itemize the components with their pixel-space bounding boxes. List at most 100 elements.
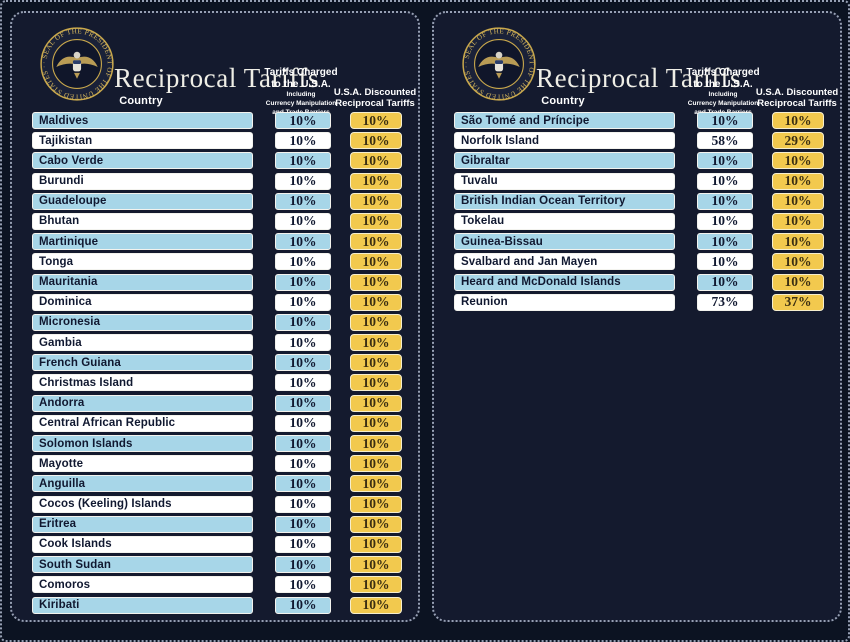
tariff-charged-cell: 10% (275, 455, 331, 473)
tariff-charged-cell: 10% (275, 435, 331, 452)
presidential-seal-icon: · SEAL OF THE PRESIDENT OF THE UNITED ST… (40, 27, 114, 101)
tariff-charged-cell: 10% (275, 596, 331, 614)
tariff-discounted-cell: 10% (350, 293, 402, 311)
table-row: Mauritania 10% 10% (32, 273, 402, 291)
tariff-charged-cell: 10% (275, 515, 331, 533)
panel-title: Reciprocal Tariffs (114, 63, 320, 94)
tariff-charged-cell: 10% (275, 152, 331, 170)
table-row: Guinea-Bissau 10% 10% (454, 233, 824, 251)
table-row: Maldives 10% 10% (32, 112, 402, 129)
tariff-charged-cell: 10% (275, 495, 331, 513)
tariff-discounted-cell: 10% (350, 535, 402, 553)
tariff-discounted-cell: 37% (772, 293, 824, 311)
country-cell: Eritrea (32, 515, 253, 533)
tariff-charged-cell: 10% (697, 233, 753, 251)
country-cell: Tokelau (454, 212, 675, 230)
tariff-panel-right: · SEAL OF THE PRESIDENT OF THE UNITED ST… (432, 11, 842, 622)
table-row: Mayotte 10% 10% (32, 455, 402, 473)
country-cell: Micronesia (32, 313, 253, 331)
country-cell: Cocos (Keeling) Islands (32, 495, 253, 513)
tariff-discounted-cell: 10% (772, 212, 824, 230)
tariff-charged-cell: 10% (275, 273, 331, 291)
country-cell: Gibraltar (454, 152, 675, 170)
country-cell: Cabo Verde (32, 152, 253, 170)
tariff-discounted-cell: 10% (350, 334, 402, 352)
table-row: Comoros 10% 10% (32, 576, 402, 594)
tariff-discounted-cell: 10% (350, 354, 402, 372)
tariff-discounted-cell: 10% (772, 273, 824, 291)
country-cell: Svalbard and Jan Mayen (454, 253, 675, 271)
tariff-charged-cell: 10% (697, 192, 753, 210)
tariff-charged-cell: 10% (275, 293, 331, 311)
country-cell: Mauritania (32, 273, 253, 291)
tariff-discounted-cell: 10% (772, 172, 824, 190)
table-row: Cabo Verde 10% 10% (32, 152, 402, 170)
tariff-discounted-cell: 10% (350, 172, 402, 190)
tariff-discounted-cell: 10% (350, 112, 402, 129)
table-row: Micronesia 10% 10% (32, 313, 402, 331)
country-cell: South Sudan (32, 556, 253, 574)
tariff-charged-cell: 10% (275, 556, 331, 574)
table-row: São Tomé and Príncipe 10% 10% (454, 112, 824, 129)
country-cell: Tajikistan (32, 132, 253, 150)
table-row: Svalbard and Jan Mayen 10% 10% (454, 253, 824, 271)
tariff-discounted-cell: 10% (350, 374, 402, 392)
tariff-discounted-cell: 10% (350, 192, 402, 210)
tariff-discounted-cell: 10% (350, 435, 402, 452)
tariff-charged-cell: 10% (275, 535, 331, 553)
country-cell: Maldives (32, 112, 253, 129)
tariff-charged-cell: 10% (697, 172, 753, 190)
tariff-discounted-cell: 10% (350, 495, 402, 513)
country-cell: Mayotte (32, 455, 253, 473)
tariff-discounted-cell: 10% (772, 253, 824, 271)
tariff-charged-cell: 10% (275, 475, 331, 493)
country-cell: São Tomé and Príncipe (454, 112, 675, 129)
tariff-discounted-cell: 10% (350, 273, 402, 291)
tariff-charged-cell: 10% (275, 354, 331, 372)
tariff-charged-cell: 10% (275, 212, 331, 230)
tariff-discounted-cell: 10% (350, 414, 402, 432)
country-cell: Christmas Island (32, 374, 253, 392)
tariff-charged-cell: 10% (697, 112, 753, 129)
column-header-discounted: U.S.A. Discounted Reciprocal Tariffs (333, 87, 417, 110)
country-cell: British Indian Ocean Territory (454, 192, 675, 210)
tariff-charged-cell: 10% (275, 132, 331, 150)
country-cell: Norfolk Island (454, 132, 675, 150)
tariff-charged-cell: 73% (697, 293, 753, 311)
table-row: Cook Islands 10% 10% (32, 535, 402, 553)
country-cell: Tonga (32, 253, 253, 271)
table-row: South Sudan 10% 10% (32, 556, 402, 574)
table-row: French Guiana 10% 10% (32, 354, 402, 372)
country-cell: Heard and McDonald Islands (454, 273, 675, 291)
presidential-seal-icon: · SEAL OF THE PRESIDENT OF THE UNITED ST… (462, 27, 536, 101)
tariff-discounted-cell: 10% (350, 253, 402, 271)
tariff-charged-cell: 10% (275, 414, 331, 432)
tariff-discounted-cell: 10% (350, 515, 402, 533)
tariff-discounted-cell: 10% (350, 596, 402, 614)
tariff-charged-cell: 10% (697, 152, 753, 170)
country-cell: Tuvalu (454, 172, 675, 190)
table-row: Norfolk Island 58% 29% (454, 132, 824, 150)
tariff-discounted-cell: 29% (772, 132, 824, 150)
tariff-discounted-cell: 10% (350, 313, 402, 331)
tariff-charged-cell: 10% (275, 172, 331, 190)
table-row: Cocos (Keeling) Islands 10% 10% (32, 495, 402, 513)
tariff-discounted-cell: 10% (350, 212, 402, 230)
tariff-discounted-cell: 10% (772, 112, 824, 129)
table-row: Andorra 10% 10% (32, 394, 402, 412)
table-row: Gibraltar 10% 10% (454, 152, 824, 170)
table-row: Bhutan 10% 10% (32, 212, 402, 230)
country-cell: Andorra (32, 394, 253, 412)
tariff-discounted-cell: 10% (772, 192, 824, 210)
country-cell: Gambia (32, 334, 253, 352)
table-row: Dominica 10% 10% (32, 293, 402, 311)
country-cell: Comoros (32, 576, 253, 594)
table-row: Tajikistan 10% 10% (32, 132, 402, 150)
tariff-charged-cell: 10% (275, 394, 331, 412)
country-cell: Burundi (32, 172, 253, 190)
tariff-panel-left: · SEAL OF THE PRESIDENT OF THE UNITED ST… (10, 11, 420, 622)
country-cell: Anguilla (32, 475, 253, 493)
tariff-charged-cell: 10% (697, 212, 753, 230)
table-row: Martinique 10% 10% (32, 233, 402, 251)
country-cell: Cook Islands (32, 535, 253, 553)
